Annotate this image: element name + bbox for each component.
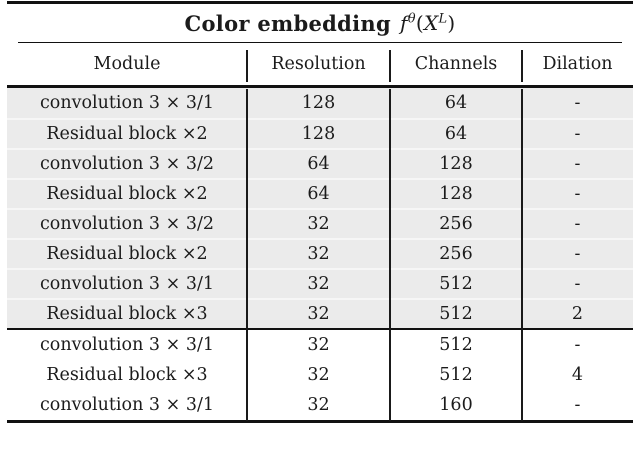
table-row: convolution 3 × 3/1 32 160 - — [7, 390, 633, 420]
table-body: convolution 3 × 3/1 128 64 - Residual bl… — [7, 87, 633, 420]
cell-module: convolution 3 × 3/1 — [40, 394, 214, 415]
cell-dilation: 2 — [571, 303, 584, 324]
cell-module: convolution 3 × 3/2 — [40, 153, 214, 174]
cell-module: convolution 3 × 3/1 — [40, 334, 214, 355]
cell-dilation: - — [574, 334, 581, 355]
cell-channels: 64 — [444, 92, 468, 113]
table-row: Residual block ×2 32 256 - — [7, 237, 633, 268]
body-column-separator — [521, 88, 523, 421]
cell-channels: 256 — [439, 213, 473, 234]
table-row: Residual block ×2 128 64 - — [7, 117, 633, 148]
header-channels: Channels — [414, 54, 498, 74]
cell-dilation: - — [574, 243, 581, 264]
cell-resolution: 128 — [301, 92, 336, 113]
header-rule — [7, 85, 633, 88]
table-row: Residual block ×3 32 512 2 — [7, 297, 633, 328]
header-column-separator — [246, 50, 248, 82]
math-f: f — [399, 11, 408, 35]
bottom-rule — [7, 419, 633, 423]
cell-resolution: 64 — [307, 183, 330, 204]
cell-channels: 160 — [439, 394, 473, 415]
header-column-separator — [521, 50, 523, 82]
math-open-paren: ( — [415, 11, 424, 35]
cell-dilation: - — [574, 273, 581, 294]
cell-module: convolution 3 × 3/1 — [40, 273, 214, 294]
math-L-sup: L — [438, 11, 448, 27]
cell-resolution: 64 — [307, 153, 330, 174]
table-row: convolution 3 × 3/1 128 64 - — [7, 87, 633, 118]
title-math: fθ(XL) — [400, 11, 456, 35]
header-column-separator — [389, 50, 391, 82]
table-row: Residual block ×3 32 512 4 — [7, 360, 633, 390]
cell-resolution: 32 — [307, 273, 330, 294]
header-resolution: Resolution — [271, 54, 366, 74]
table-title: Color embedding fθ(XL) — [7, 4, 633, 42]
cell-module: Residual block ×3 — [46, 364, 208, 385]
math-close-paren: ) — [447, 11, 456, 35]
cell-dilation: 4 — [571, 364, 584, 385]
table-row: convolution 3 × 3/2 64 128 - — [7, 147, 633, 178]
cell-channels: 512 — [439, 334, 473, 355]
body-column-separator — [389, 88, 391, 421]
cell-resolution: 32 — [307, 303, 330, 324]
cell-dilation: - — [574, 153, 581, 174]
cell-module: convolution 3 × 3/2 — [40, 213, 214, 234]
table-row: convolution 3 × 3/1 32 512 - — [7, 267, 633, 298]
cell-dilation: - — [574, 394, 581, 415]
mid-rule — [7, 327, 633, 330]
header-module: Module — [93, 54, 161, 74]
cell-dilation: - — [574, 213, 581, 234]
cell-module: Residual block ×2 — [46, 183, 208, 204]
cell-resolution: 128 — [301, 123, 336, 144]
cell-module: Residual block ×3 — [46, 303, 208, 324]
header-dilation: Dilation — [542, 54, 613, 74]
cell-resolution: 32 — [307, 243, 330, 264]
table-header-row: Module Resolution Channels Dilation — [7, 43, 633, 85]
cell-module: convolution 3 × 3/1 — [40, 92, 214, 113]
cell-resolution: 32 — [307, 334, 330, 355]
cell-module: Residual block ×2 — [46, 243, 208, 264]
color-embedding-table: Color embedding fθ(XL) Module Resolution… — [7, 1, 633, 423]
cell-resolution: 32 — [307, 364, 330, 385]
table-row: convolution 3 × 3/1 32 512 - — [7, 330, 633, 360]
math-theta-sup: θ — [407, 11, 416, 27]
cell-channels: 512 — [439, 273, 473, 294]
title-underline-rule — [18, 42, 622, 43]
cell-module: Residual block ×2 — [46, 123, 208, 144]
cell-channels: 512 — [439, 303, 473, 324]
table-row: convolution 3 × 3/2 32 256 - — [7, 207, 633, 238]
cell-channels: 512 — [439, 364, 473, 385]
title-text: Color embedding — [184, 10, 391, 36]
cell-resolution: 32 — [307, 213, 330, 234]
top-rule — [7, 1, 633, 4]
cell-resolution: 32 — [307, 394, 330, 415]
body-column-separator — [246, 88, 248, 421]
cell-dilation: - — [574, 92, 581, 113]
cell-dilation: - — [574, 123, 581, 144]
math-X: X — [423, 11, 439, 35]
cell-dilation: - — [574, 183, 581, 204]
cell-channels: 256 — [439, 243, 473, 264]
cell-channels: 64 — [444, 123, 468, 144]
table-row: Residual block ×2 64 128 - — [7, 177, 633, 208]
cell-channels: 128 — [439, 183, 473, 204]
cell-channels: 128 — [439, 153, 473, 174]
